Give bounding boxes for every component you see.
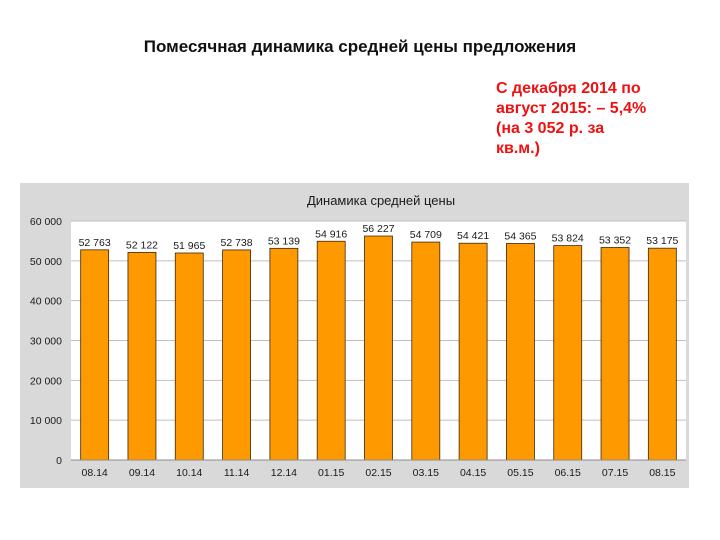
data-label: 53 139 [268, 235, 300, 247]
data-label: 54 421 [457, 230, 489, 242]
data-label: 53 824 [552, 233, 584, 245]
x-tick-label: 02.15 [365, 467, 391, 479]
x-tick-label: 07.15 [602, 467, 628, 479]
bar-03.15 [411, 241, 441, 461]
x-tick-label: 08.14 [82, 467, 108, 479]
note-line: август 2015: – 5,4% [496, 100, 647, 117]
x-tick-label: 11.14 [224, 467, 250, 479]
bar-09.14 [127, 251, 157, 461]
price-change-note: С декабря 2014 по август 2015: – 5,4% (н… [496, 79, 716, 159]
y-tick-label: 20 000 [30, 375, 62, 387]
bar-06.15 [553, 245, 583, 461]
data-label: 52 763 [79, 237, 111, 249]
data-label: 53 175 [646, 235, 678, 247]
y-tick-label: 0 [56, 455, 62, 467]
data-label: 51 965 [173, 240, 205, 252]
y-tick-label: 30 000 [30, 336, 62, 348]
x-tick-label: 03.15 [413, 467, 439, 479]
slide-title: Помесячная динамика средней цены предлож… [143, 37, 577, 56]
x-tick-label: 01.15 [318, 467, 344, 479]
x-tick-label: 08.15 [649, 467, 675, 479]
bar-04.15 [458, 242, 488, 461]
bar-05.15 [506, 243, 535, 461]
chart-title: Динамика средней цены [307, 193, 455, 208]
y-tick-label: 60 000 [30, 216, 62, 228]
bar-12.14 [269, 247, 299, 461]
bar-07.15 [600, 247, 630, 461]
bar-02.15 [364, 235, 393, 461]
x-tick-label: 06.15 [555, 467, 581, 479]
bar-08.15 [647, 247, 677, 461]
x-tick-label: 04.15 [460, 467, 486, 479]
bar-11.14 [222, 249, 251, 461]
data-label: 54 709 [410, 229, 442, 241]
data-label: 54 916 [315, 228, 347, 240]
x-tick-label: 05.15 [507, 467, 533, 479]
note-line: кв.м.) [496, 140, 540, 157]
y-tick-label: 50 000 [30, 256, 62, 268]
y-tick-label: 40 000 [30, 296, 62, 308]
x-tick-label: 12.14 [271, 467, 297, 479]
bar-chart: Динамика средней цены 0 10 000 20 000 30 00… [30, 193, 686, 479]
data-label: 52 738 [221, 237, 253, 249]
data-label: 56 227 [362, 223, 394, 235]
note-line: С декабря 2014 по [496, 80, 641, 97]
data-label: 52 122 [126, 239, 158, 251]
bar-08.14 [80, 249, 110, 461]
data-label: 54 365 [504, 230, 536, 242]
data-label: 53 352 [599, 234, 631, 246]
x-tick-label: 09.14 [129, 467, 155, 479]
chart-panel: Динамика средней цены 0 10 000 20 000 30 00… [20, 183, 689, 488]
y-tick-label: 10 000 [30, 415, 62, 427]
x-tick-label: 10.14 [176, 467, 202, 479]
note-line: (на 3 052 р. за [496, 120, 605, 137]
bar-10.14 [174, 252, 204, 461]
bar-01.15 [316, 240, 346, 461]
